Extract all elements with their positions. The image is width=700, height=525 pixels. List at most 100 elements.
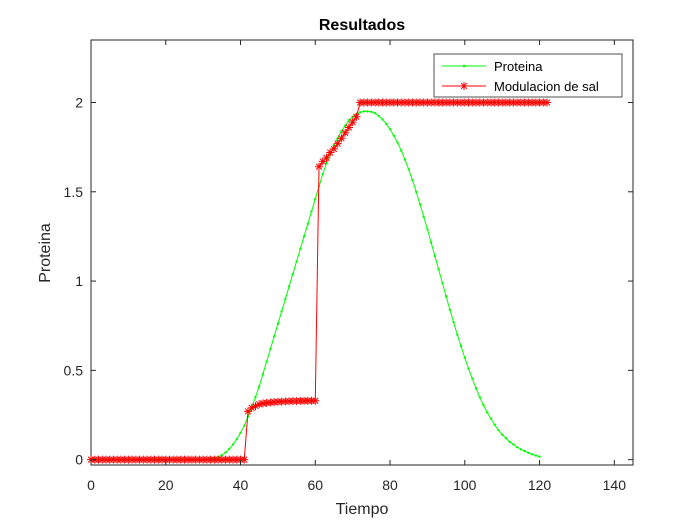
y-tick-label: 1 [75, 273, 83, 289]
data-point [240, 455, 249, 464]
data-point [247, 403, 256, 412]
data-point [411, 178, 414, 182]
data-point [280, 310, 283, 313]
legend-marker-modulacion [460, 82, 468, 90]
ticks-layer: 0 20 40 60 80 100 120 140 0 0.5 1 1.5 2 [64, 40, 633, 493]
data-point [444, 295, 448, 298]
x-tick-label: 0 [87, 477, 95, 493]
data-point [269, 347, 272, 351]
legend-marker-proteina [462, 64, 466, 68]
chart-title: Resultados [319, 17, 405, 34]
data-point [265, 360, 268, 363]
data-point [396, 141, 399, 144]
data-point [377, 114, 381, 118]
series-modulacion-de-sal [87, 98, 552, 464]
y-tick-label: 0 [75, 452, 83, 468]
data-point [235, 437, 238, 441]
x-tick-label: 60 [307, 477, 323, 493]
x-tick-label: 80 [382, 477, 398, 493]
data-point [311, 396, 320, 405]
legend-label-proteina: Proteina [494, 59, 543, 74]
data-point [220, 453, 224, 457]
y-tick-label: 1.5 [64, 184, 84, 200]
data-point [370, 110, 373, 113]
data-point [243, 407, 252, 416]
data-point [512, 443, 515, 446]
data-point [352, 112, 361, 121]
data-point [504, 437, 508, 440]
data-point [333, 139, 342, 148]
legend-box [433, 53, 623, 98]
data-point [482, 403, 485, 407]
legend-label-modulacion: Modulacion de sal [494, 79, 599, 94]
y-axis-label: Proteina [37, 223, 54, 283]
data-point [251, 402, 260, 411]
data-point [381, 118, 384, 121]
data-point [254, 395, 257, 399]
data-point [467, 367, 470, 370]
data-point [314, 197, 317, 201]
data-point [337, 134, 346, 143]
data-point [255, 400, 264, 409]
data-point [239, 431, 242, 435]
data-point [400, 149, 403, 152]
data-point [291, 272, 295, 276]
data-point [315, 162, 324, 171]
data-point [326, 148, 335, 157]
data-point [403, 158, 407, 161]
data-point [385, 122, 388, 126]
legend-star-shape [460, 82, 468, 90]
data-point [523, 449, 526, 453]
data-point [373, 112, 377, 115]
y-tick-label: 0.5 [64, 362, 84, 378]
data-point [341, 128, 350, 137]
data-point [527, 451, 530, 455]
data-point [325, 162, 328, 165]
data-point [276, 322, 280, 326]
data-point [497, 428, 500, 432]
data-point [433, 254, 437, 258]
data-point [299, 247, 302, 251]
data-point [366, 110, 369, 113]
x-tick-label: 40 [233, 477, 249, 493]
data-point [448, 308, 452, 311]
data-point [422, 215, 425, 218]
data-point [347, 119, 351, 122]
data-point [322, 153, 331, 162]
data-point [258, 399, 267, 408]
data-point [474, 387, 478, 390]
data-point [344, 123, 353, 132]
data-point [295, 260, 298, 263]
legend: Proteina Modulacion de sal [433, 53, 623, 98]
y-tick-label: 2 [75, 95, 83, 111]
data-point [452, 320, 455, 324]
x-tick-label: 120 [528, 477, 552, 493]
data-point [340, 129, 343, 133]
data-point [348, 118, 357, 127]
data-point [500, 433, 504, 436]
data-point [388, 128, 392, 131]
data-point [318, 157, 327, 166]
data-point [392, 134, 395, 137]
data-point [493, 423, 496, 427]
data-point [489, 417, 493, 420]
data-point [456, 333, 459, 336]
data-point [534, 454, 538, 457]
x-tick-label: 20 [158, 477, 174, 493]
data-point [343, 124, 347, 127]
data-point [306, 222, 309, 226]
data-point [302, 235, 306, 238]
x-tick-label: 140 [603, 477, 627, 493]
data-point [426, 228, 429, 231]
x-axis-label: Tiempo [336, 501, 389, 518]
data-point [407, 168, 410, 171]
data-point [243, 424, 246, 427]
data-point [415, 190, 418, 193]
data-point [463, 356, 466, 360]
data-point [478, 395, 481, 399]
x-tick-label: 100 [453, 477, 477, 493]
data-point [258, 385, 261, 388]
data-point [287, 285, 291, 288]
